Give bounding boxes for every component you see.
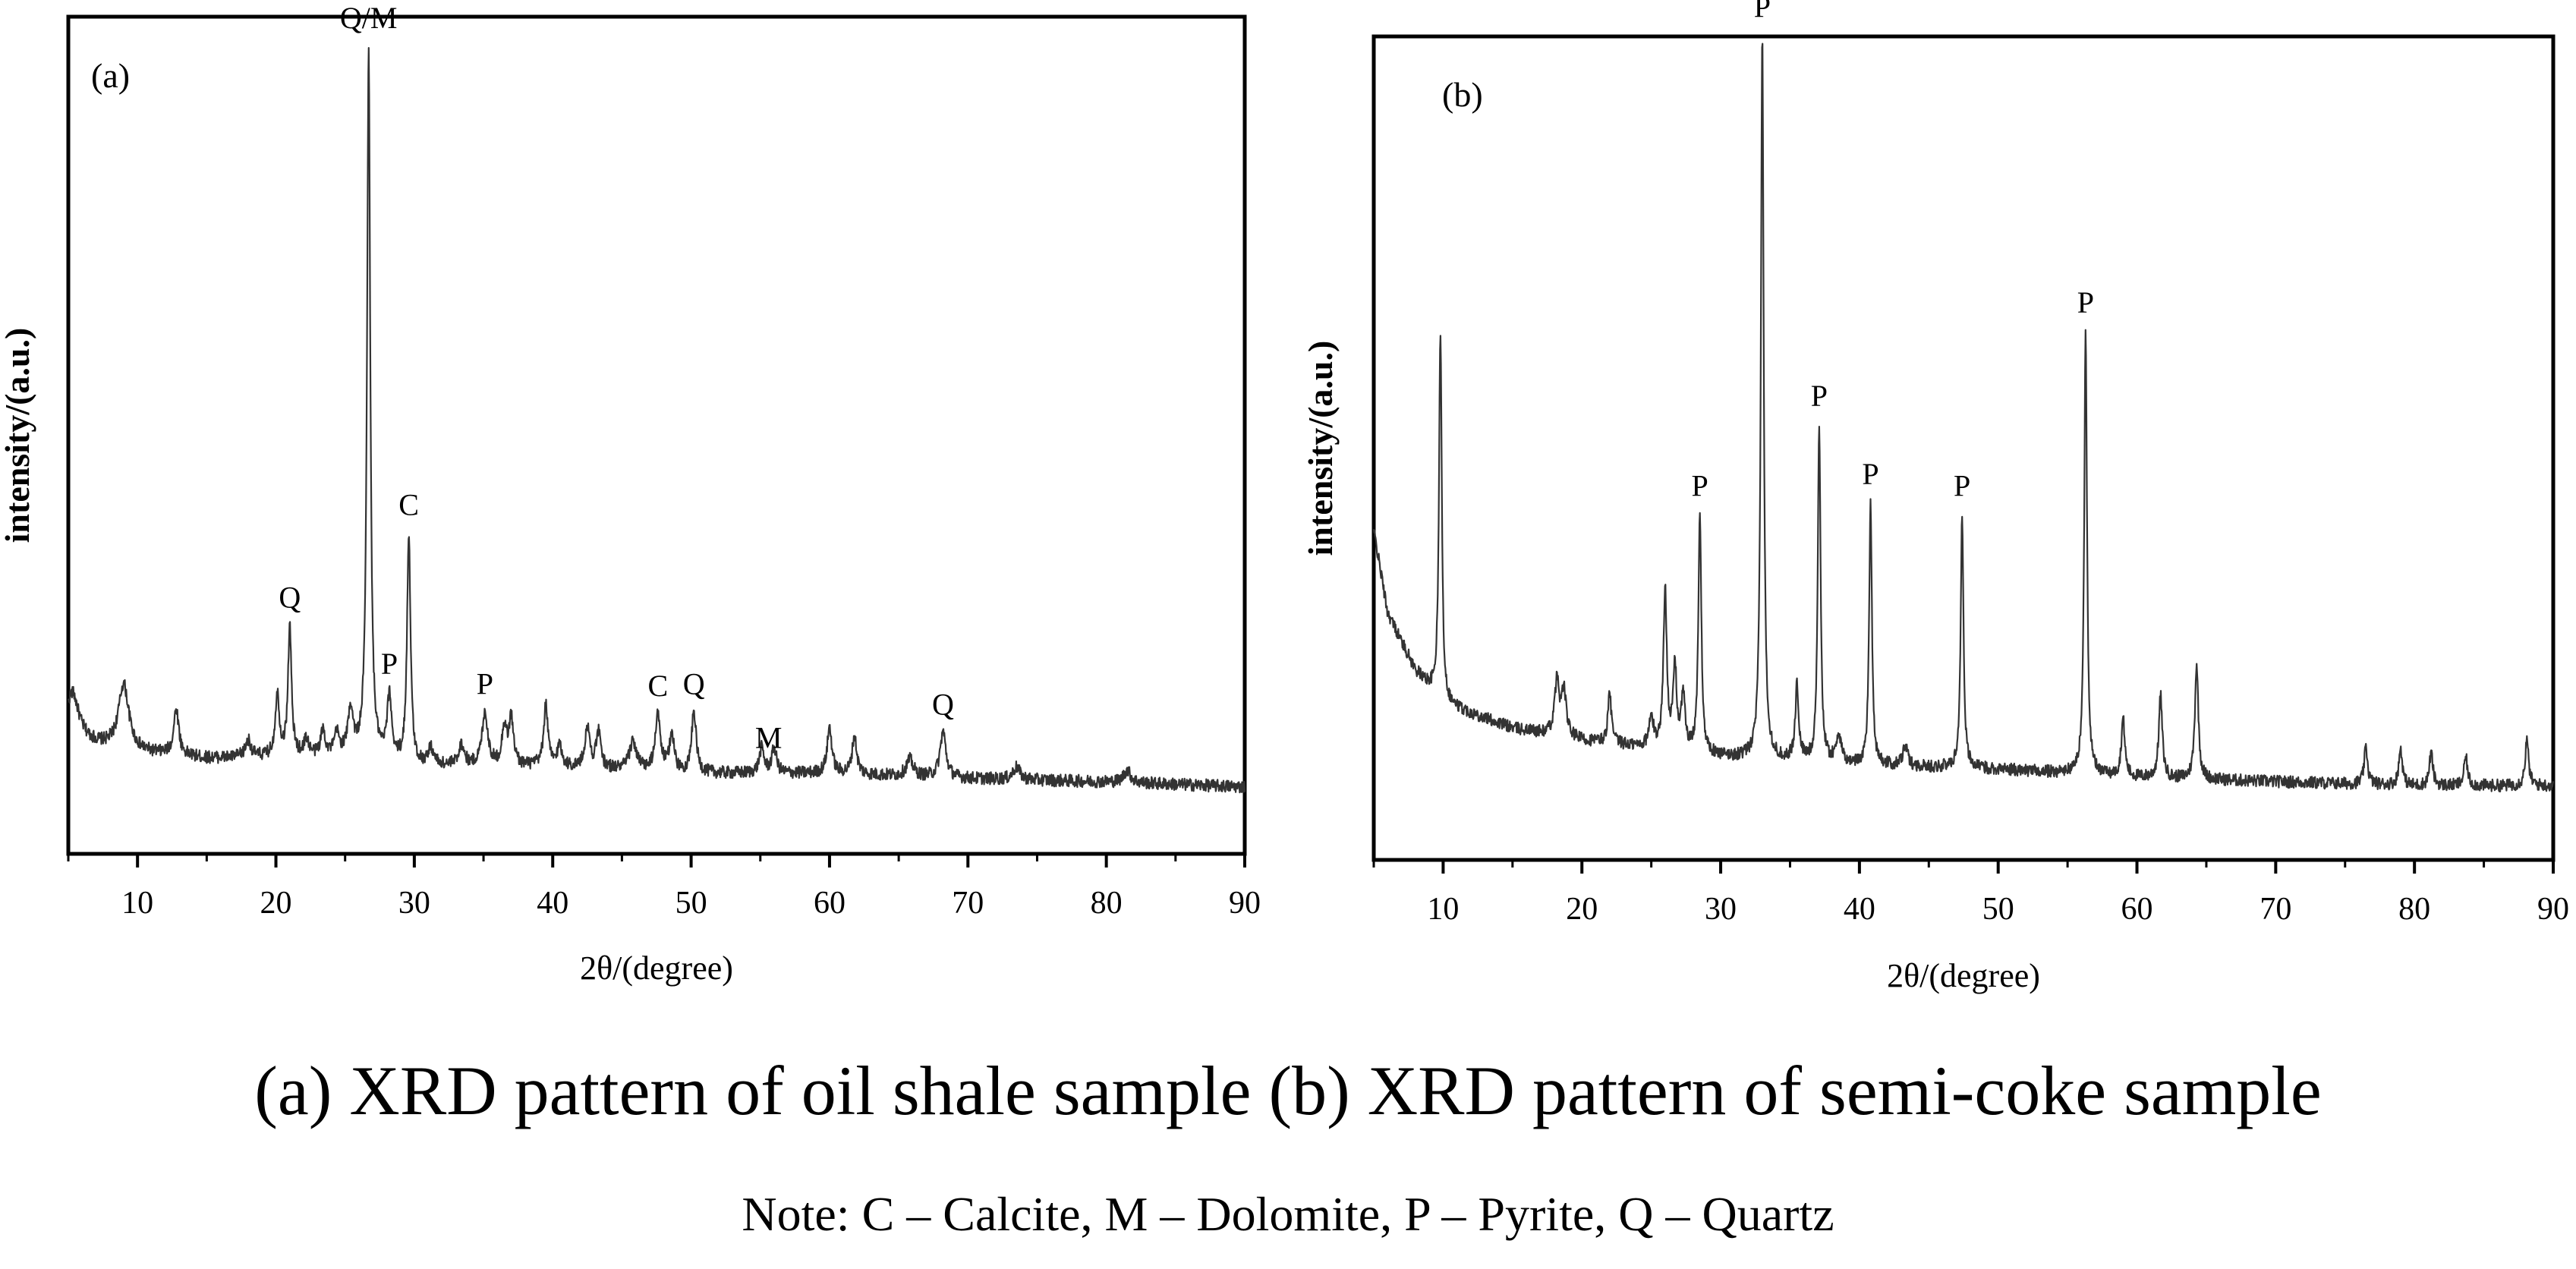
plot-frame bbox=[1371, 34, 2556, 862]
x-tick-label: 30 bbox=[398, 886, 430, 921]
panel-a: 10 20 30 40 50 60 70 80 90 2θ/(degree) intensity/(… bbox=[0, 1, 1261, 987]
peak-annotation: Q bbox=[279, 581, 301, 615]
x-tick-label: 10 bbox=[121, 886, 153, 921]
peak-annotation: Q bbox=[932, 687, 954, 721]
x-tick-label: 80 bbox=[1091, 886, 1123, 921]
y-axis-label: intensity/(a.u.) bbox=[0, 328, 36, 543]
x-tick-label: 40 bbox=[537, 886, 568, 921]
peak-annotation: Q/M bbox=[340, 1, 398, 35]
plot-frame bbox=[66, 14, 1247, 856]
x-tick-label: 90 bbox=[2537, 892, 2569, 927]
x-tick-label: 30 bbox=[1705, 892, 1737, 927]
figure-note: Note: C – Calcite, M – Dolomite, P – Pyr… bbox=[742, 1187, 1834, 1241]
y-axis-label: intensity/(a.u.) bbox=[1301, 341, 1340, 556]
x-tick-label: 90 bbox=[1229, 886, 1261, 921]
peak-annotation: P bbox=[1862, 457, 1878, 491]
x-tick-label: 50 bbox=[675, 886, 707, 921]
x-axis-label: 2θ/(degree) bbox=[580, 949, 733, 987]
x-tick-label: 40 bbox=[1844, 892, 1875, 927]
peak-annotation: P bbox=[477, 666, 493, 701]
peak-annotation: P bbox=[1811, 379, 1828, 413]
x-tick-label: 10 bbox=[1427, 892, 1459, 927]
peak-annotation: P bbox=[1692, 469, 1708, 503]
peak-annotation: C bbox=[647, 669, 668, 703]
x-tick-label: 70 bbox=[2260, 892, 2291, 927]
peak-annotation: P bbox=[381, 647, 398, 681]
x-tick-label: 60 bbox=[814, 886, 846, 921]
x-tick-label: 20 bbox=[260, 886, 292, 921]
xrd-trace bbox=[1372, 43, 2555, 792]
x-axis-label: 2θ/(degree) bbox=[1887, 957, 2040, 994]
peak-annotation: M bbox=[755, 720, 783, 754]
peak-annotation: P bbox=[2077, 285, 2094, 320]
peak-annotation: P bbox=[1954, 468, 1970, 502]
x-tick-label: 70 bbox=[952, 886, 984, 921]
x-tick-label: 80 bbox=[2398, 892, 2430, 927]
x-tick-label: 50 bbox=[1982, 892, 2014, 927]
peak-annotation: C bbox=[398, 488, 419, 522]
xrd-trace bbox=[67, 47, 1246, 794]
panel-b: 10 20 30 40 50 60 70 80 90 2θ/(degree) intensity/(… bbox=[1301, 0, 2569, 994]
x-tick-label: 20 bbox=[1566, 892, 1598, 927]
peak-annotation: P bbox=[1754, 0, 1771, 24]
figure-caption: (a) XRD pattern of oil shale sample (b) … bbox=[254, 1052, 2322, 1129]
panel-label: (a) bbox=[91, 56, 130, 95]
x-tick-label: 60 bbox=[2121, 892, 2153, 927]
panel-label: (b) bbox=[1442, 75, 1483, 114]
peak-annotation: Q bbox=[683, 667, 705, 701]
